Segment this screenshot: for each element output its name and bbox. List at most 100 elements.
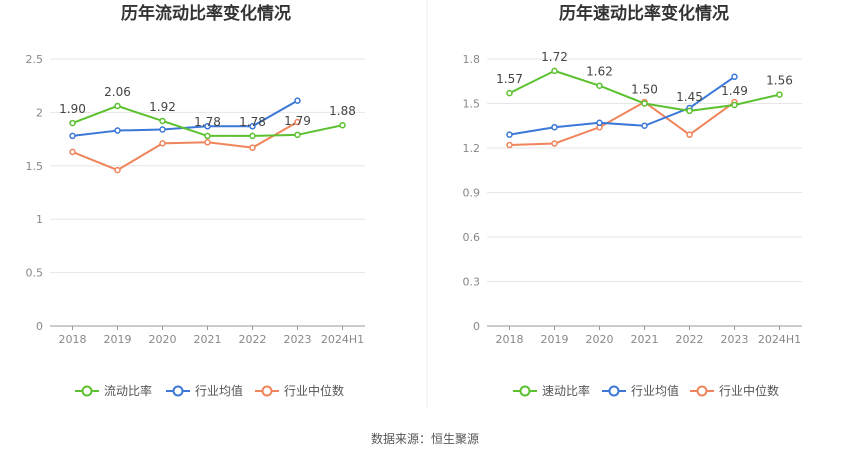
legend-label: 行业中位数 — [284, 383, 344, 398]
data-point — [294, 97, 301, 104]
data-point — [641, 122, 648, 129]
legend-item-1: 流动比率 — [75, 383, 152, 398]
data-point — [776, 91, 783, 98]
data-point — [551, 140, 558, 147]
x-tick-label: 2020 — [586, 333, 614, 346]
x-tick-label: 2021 — [631, 333, 659, 346]
y-tick-label: 2 — [36, 106, 43, 119]
x-tick-label: 2019 — [104, 333, 132, 346]
y-tick-label: 0.3 — [463, 276, 481, 289]
y-tick-label: 1.5 — [463, 98, 481, 111]
x-tick-label: 2024H1 — [321, 333, 364, 346]
data-point — [114, 102, 121, 110]
legend-marker — [696, 385, 708, 397]
data-point — [686, 107, 693, 115]
data-point — [69, 148, 76, 156]
data-label: 1.79 — [284, 114, 311, 128]
x-tick-label: 2018 — [59, 333, 87, 346]
x-tick-label: 2020 — [149, 333, 177, 346]
data-point — [204, 123, 211, 130]
data-point — [551, 67, 558, 75]
x-tick-label: 2021 — [194, 333, 222, 346]
data-point — [641, 100, 648, 107]
y-tick-label: 1.8 — [463, 53, 481, 66]
data-point — [596, 119, 603, 127]
data-point — [249, 132, 256, 140]
legend-label: 行业均值 — [195, 383, 243, 398]
series-line-2 — [509, 75, 736, 136]
x-tick-label: 2024H1 — [758, 333, 801, 346]
data-label: 1.88 — [329, 104, 356, 118]
data-label: 1.78 — [194, 115, 221, 129]
data-label: 1.72 — [541, 50, 568, 64]
data-point — [686, 131, 693, 138]
chart-title: 历年流动比率变化情况 — [121, 3, 291, 24]
x-tick-label: 2022 — [676, 333, 704, 346]
data-point — [731, 73, 738, 81]
y-tick-label: 1 — [36, 213, 43, 226]
data-point — [204, 139, 211, 146]
legend-marker — [81, 385, 93, 397]
data-point — [551, 123, 558, 131]
x-tick-label: 2019 — [541, 333, 569, 346]
legend-item-1: 速动比率 — [513, 383, 590, 398]
y-tick-label: 0 — [473, 320, 480, 333]
legend-label: 行业中位数 — [719, 383, 779, 398]
legend-marker — [608, 385, 620, 397]
y-tick-label: 0.9 — [463, 187, 481, 200]
y-tick-label: 0 — [36, 320, 43, 333]
y-tick-label: 0.6 — [463, 231, 481, 244]
data-point — [731, 101, 738, 109]
data-point — [249, 144, 256, 151]
data-point — [159, 117, 166, 125]
data-point — [159, 140, 166, 147]
data-point — [114, 127, 121, 134]
legend-item-2: 行业均值 — [602, 383, 679, 398]
legend-item-3: 行业中位数 — [690, 383, 779, 398]
data-label: 1.50 — [631, 83, 658, 97]
x-tick-label: 2023 — [721, 333, 749, 346]
data-label: 1.78 — [239, 115, 266, 129]
legend-label: 流动比率 — [104, 383, 152, 398]
series-line-3 — [72, 121, 298, 172]
data-label: 1.57 — [496, 72, 523, 86]
data-label: 1.45 — [676, 90, 703, 104]
data-point — [204, 132, 211, 140]
data-point — [114, 166, 121, 174]
data-label: 1.92 — [149, 100, 176, 114]
y-tick-label: 1.2 — [463, 142, 481, 155]
y-tick-label: 2.5 — [26, 53, 44, 66]
series-line-3 — [509, 101, 736, 147]
data-point — [69, 132, 76, 140]
data-label: 1.90 — [59, 102, 86, 116]
x-tick-label: 2018 — [496, 333, 524, 346]
data-source: 数据来源：恒生聚源 — [370, 432, 479, 446]
data-point — [506, 141, 513, 149]
x-tick-label: 2022 — [239, 333, 267, 346]
data-label: 1.56 — [766, 74, 793, 88]
data-point — [294, 131, 301, 139]
legend-label: 速动比率 — [542, 383, 590, 398]
data-point — [339, 121, 346, 129]
data-point — [596, 82, 603, 89]
y-tick-label: 0.5 — [26, 267, 44, 280]
data-point — [159, 126, 166, 133]
data-label: 1.62 — [586, 65, 613, 79]
legend-marker — [172, 385, 184, 397]
data-label: 1.49 — [721, 84, 748, 98]
chart-1: 历年流动比率变化情况 0 0.5 1 1.5 2 2.5 2018 2019 2020 2021 20… — [26, 3, 365, 398]
data-label: 2.06 — [104, 85, 131, 99]
y-tick-label: 1.5 — [26, 160, 44, 173]
data-point — [506, 131, 513, 138]
legend-item-2: 行业均值 — [166, 383, 243, 398]
chart-title: 历年速动比率变化情况 — [559, 3, 729, 24]
x-tick-label: 2023 — [284, 333, 312, 346]
legend-marker — [261, 385, 273, 397]
data-point — [249, 123, 256, 130]
legend-marker — [519, 385, 531, 397]
legend-item-3: 行业中位数 — [255, 383, 344, 398]
data-point — [506, 89, 513, 97]
chart-2: 历年速动比率变化情况 0 0.3 0.6 0.9 1.2 1.5 1.8 2018 2019 202… — [463, 3, 802, 398]
data-point — [294, 118, 301, 126]
